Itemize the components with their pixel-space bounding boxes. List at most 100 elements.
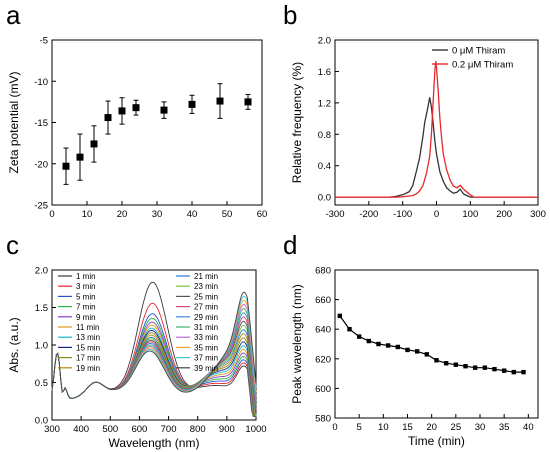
y-tick-label: -25 — [34, 201, 48, 212]
data-point — [492, 366, 497, 372]
panel-letter-a: a — [6, 0, 21, 30]
y-tick-label: -10 — [34, 77, 48, 88]
legend-label: 25 min — [194, 292, 218, 301]
data-point — [244, 98, 252, 106]
data-point — [395, 344, 401, 350]
x-tick-label: 300 — [530, 209, 546, 220]
data-point — [472, 365, 478, 370]
y-axis-label: Peak wavelength (nm) — [290, 284, 304, 403]
x-tick-label: 40 — [187, 209, 198, 220]
legend-label: 7 min — [76, 303, 96, 312]
panel-letter-d: d — [283, 230, 297, 260]
x-tick-label: 5 — [357, 422, 362, 433]
x-tick-label: 200 — [496, 209, 512, 220]
data-point — [216, 97, 224, 105]
legend-label: 33 min — [194, 333, 218, 342]
data-point — [118, 107, 126, 115]
y-tick-label: 640 — [315, 325, 331, 336]
y-tick-label: 0.0 — [318, 193, 331, 204]
y-tick-label: 1.0 — [35, 341, 48, 352]
data-point — [511, 369, 517, 375]
x-tick-label: 600 — [131, 424, 147, 435]
x-tick-label: 500 — [102, 424, 118, 435]
y-tick-label: 680 — [315, 266, 331, 277]
data-point — [76, 153, 84, 161]
legend-label: 39 min — [194, 364, 218, 373]
data-point — [463, 364, 468, 369]
data-point — [424, 352, 430, 357]
y-tick-label: -5 — [40, 36, 48, 47]
y-tick-label: 0.5 — [35, 378, 48, 389]
x-tick-label: 800 — [190, 424, 206, 435]
data-point — [337, 313, 343, 319]
data-point — [132, 104, 140, 112]
panel-d-peak-chart: 0 5 10 15 20 25 30 35 40 580 600 620 640 660 680 Time (… — [290, 266, 539, 448]
data-point — [453, 362, 459, 367]
x-tick-label: 10 — [378, 422, 389, 433]
x-tick-label: 100 — [462, 209, 478, 220]
x-tick-label: 35 — [499, 422, 510, 433]
data-point — [501, 368, 507, 373]
y-tick-label: 2.0 — [318, 36, 331, 47]
legend-label: 15 min — [76, 343, 100, 352]
x-tick-label: 15 — [402, 422, 413, 433]
x-tick-label: 25 — [451, 422, 462, 433]
legend-label: 37 min — [194, 354, 218, 363]
data-point — [443, 361, 449, 366]
y-tick-label: 0.4 — [318, 161, 331, 172]
legend-label: 31 min — [194, 323, 218, 332]
plot-frame — [51, 39, 263, 206]
legend-label: 23 min — [194, 282, 218, 291]
legend-label: 19 min — [76, 364, 100, 373]
y-tick-label: 2.0 — [35, 266, 48, 277]
x-tick-label: 300 — [44, 424, 60, 435]
y-tick-label: 580 — [315, 414, 331, 425]
data-point — [356, 334, 362, 339]
data-point — [405, 347, 410, 353]
legend-label: 5 min — [76, 292, 96, 301]
x-tick-label: 20 — [117, 209, 128, 220]
x-tick-label: 50 — [222, 209, 233, 220]
x-tick-label: 30 — [152, 209, 163, 220]
x-tick-label: 0 — [434, 209, 439, 220]
data-point — [482, 365, 488, 370]
x-tick-label: 900 — [219, 424, 235, 435]
y-axis-label: Abs. (a.u.) — [7, 317, 21, 372]
panel-letter-b: b — [283, 0, 297, 30]
y-tick-label: 1.6 — [318, 67, 331, 78]
data-point — [90, 140, 98, 148]
x-tick-label: 400 — [73, 424, 89, 435]
x-tick-label: 10 — [82, 209, 93, 220]
data-point — [366, 338, 372, 344]
y-tick-label: 600 — [315, 384, 331, 395]
legend-label: 35 min — [194, 343, 218, 352]
data-point — [104, 114, 112, 122]
x-tick-label: 700 — [161, 424, 177, 435]
plot-frame — [334, 269, 539, 419]
series-line-control — [335, 97, 538, 198]
x-tick-label: 30 — [475, 422, 486, 433]
data-point — [188, 100, 196, 108]
legend-label: 13 min — [76, 333, 100, 342]
panel-b-frequency-chart: -300 -200 -100 0 100 200 300 0.0 0.4 0.8 1.2 1.6 2.0… — [290, 36, 546, 221]
panel-a-zeta-chart: 0 10 20 30 40 50 60 -25 -20 -15 -10 -5 Zeta potentia… — [7, 36, 267, 221]
legend-label: 21 min — [194, 272, 218, 281]
data-point — [385, 343, 391, 348]
series-line — [339, 315, 524, 373]
y-axis-label: Relative frequency (%) — [290, 62, 304, 183]
x-tick-label: -100 — [393, 209, 412, 220]
data-point — [347, 327, 352, 332]
x-tick-label: 1000 — [245, 424, 266, 435]
x-tick-label: 40 — [523, 422, 534, 433]
x-tick-label: 0 — [332, 422, 337, 433]
x-tick-label: -300 — [325, 209, 344, 220]
data-point — [434, 358, 439, 363]
data-point — [160, 106, 168, 114]
y-tick-label: -20 — [34, 159, 48, 170]
legend-label: 27 min — [194, 303, 218, 312]
y-tick-label: 1.2 — [318, 98, 331, 109]
x-axis-label: Wavelength (nm) — [109, 436, 200, 450]
panel-letter-c: c — [6, 230, 19, 260]
spectrum-line — [51, 291, 257, 399]
